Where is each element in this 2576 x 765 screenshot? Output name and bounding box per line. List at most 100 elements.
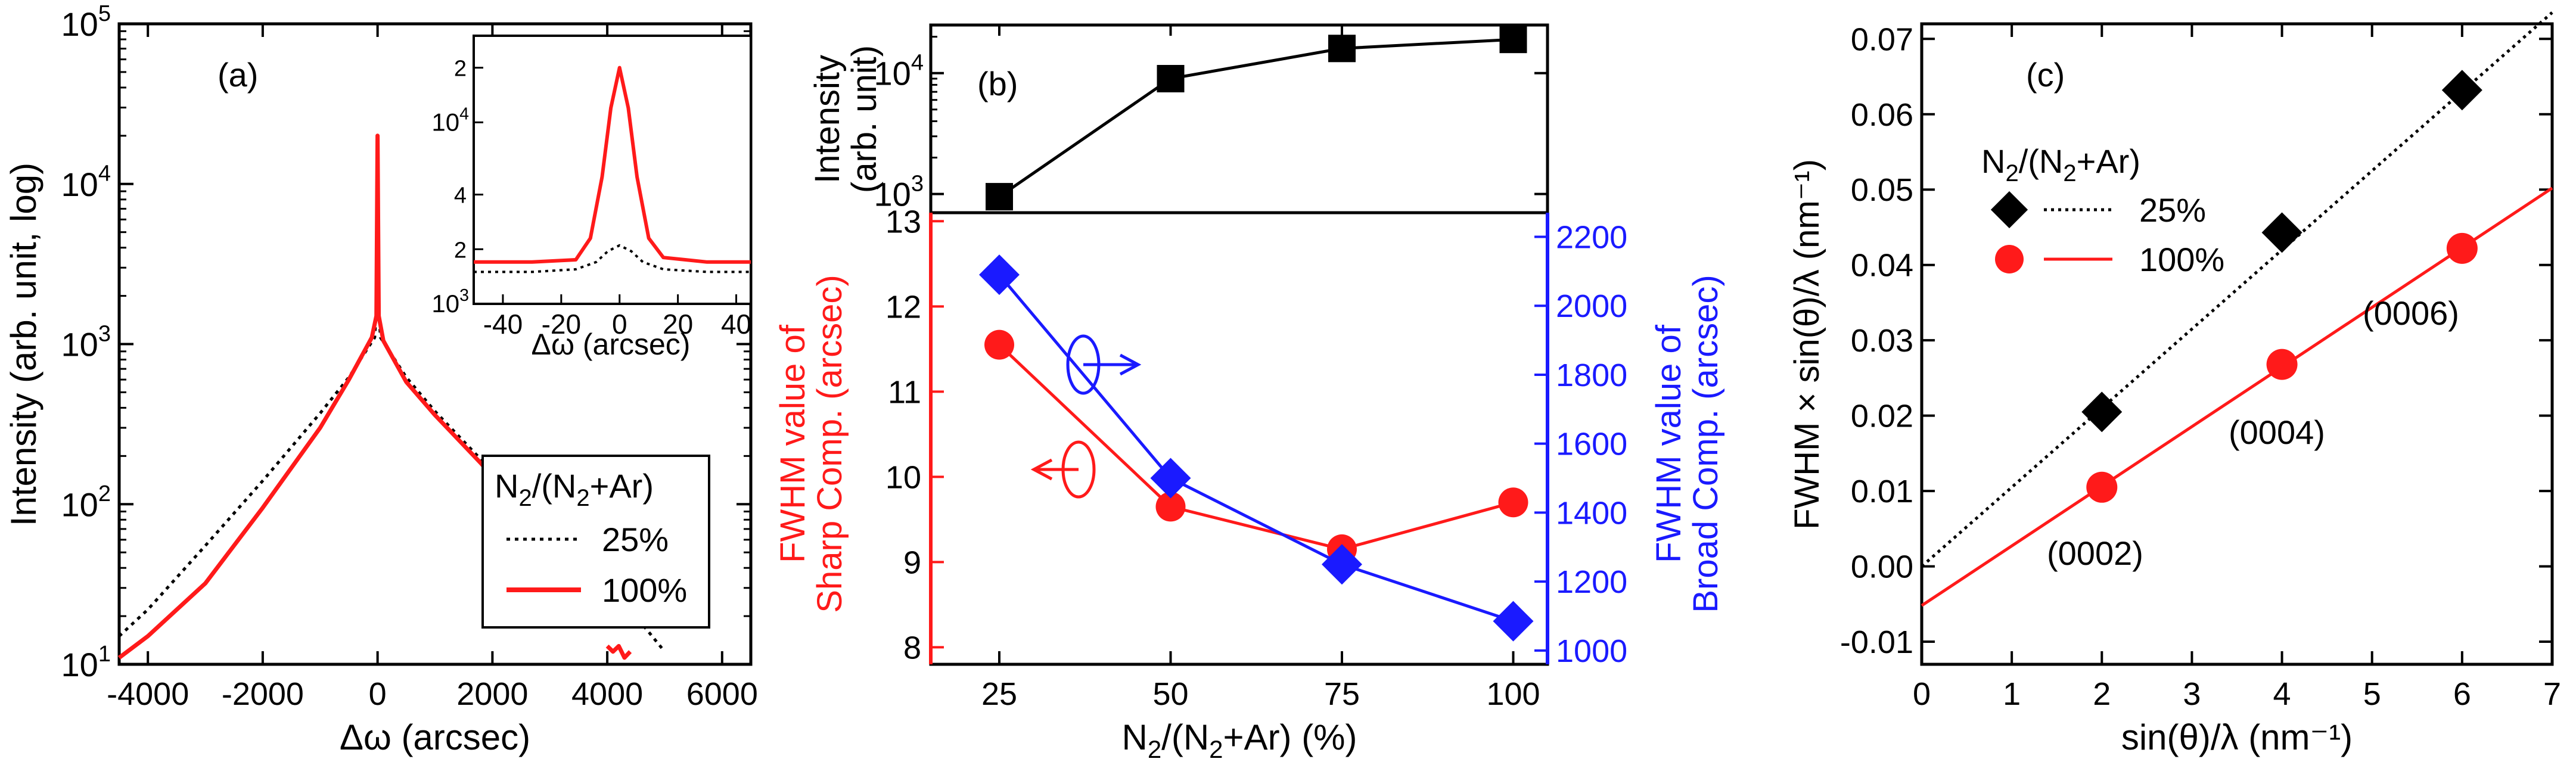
c-fit-100% bbox=[1921, 186, 2553, 607]
bb-ytick-right-label: 1200 bbox=[1556, 564, 1627, 600]
panel-b-top-frame bbox=[929, 23, 1549, 214]
panel-c-xlabel: sin(θ)/λ (nm⁻¹) bbox=[2121, 717, 2353, 757]
inset-ytick-label: 104 bbox=[431, 104, 469, 136]
bb-ytick-left-label: 11 bbox=[888, 374, 921, 410]
legend-c-25-label: 25% bbox=[2139, 191, 2206, 229]
c-circle-marker bbox=[2266, 349, 2298, 380]
c-xtick-label: 0 bbox=[1913, 676, 1931, 712]
legend-c-25-marker bbox=[1990, 191, 2028, 229]
red-indicator-arrow bbox=[1030, 458, 1079, 481]
bb-ytick-right-label: 1000 bbox=[1556, 633, 1627, 669]
panel-a-label: (a) bbox=[217, 56, 258, 94]
bb-line-left bbox=[998, 343, 1514, 551]
a-xtick-label: 2000 bbox=[456, 676, 528, 712]
panel-c-label: (c) bbox=[2026, 56, 2065, 94]
bb-circle-marker bbox=[984, 329, 1014, 360]
panel-b-bottom-ticks: 25 50 75 100 8 9 10 11 12 13 1000 1200 1400 1600 1800 2… bbox=[885, 204, 1627, 712]
inset-xtick-label: -20 bbox=[542, 309, 581, 340]
a-ytick-label: 105 bbox=[61, 1, 111, 43]
c-xtick-label: 4 bbox=[2273, 676, 2291, 712]
bb-diamond-marker bbox=[1493, 601, 1534, 642]
inset-ytick-label: 2 bbox=[454, 57, 467, 82]
bt-ytick-label: 104 bbox=[874, 51, 924, 92]
a-series-100% bbox=[117, 133, 494, 660]
inset-series-25% bbox=[474, 244, 751, 273]
inset-xlabel: Δω (arcsec) bbox=[532, 328, 691, 361]
bb-circle-marker bbox=[1498, 487, 1528, 518]
panel-b-top-ylabel-1: Intensity bbox=[808, 55, 847, 184]
inset-xtick-label: -40 bbox=[483, 309, 523, 340]
panel-c-ticks: 0 1 2 3 4 5 6 7 -0.01 0.00 0.01 0.02 0.03 0.04 0.05 0.0… bbox=[1840, 21, 2561, 712]
blue-axis-indicator bbox=[1066, 334, 1142, 395]
c-ytick-label: 0.03 bbox=[1851, 323, 1913, 359]
panel-c-frame bbox=[1920, 22, 2554, 666]
bt-ytick-label: 103 bbox=[874, 171, 924, 213]
bb-ytick-right-label: 2000 bbox=[1556, 288, 1627, 324]
inset-ytick-label: 2 bbox=[454, 238, 467, 263]
legend-a-title: N2/(N2+Ar) bbox=[495, 467, 654, 511]
panel-b-ylabel-right-2: Broad Comp. (arcsec) bbox=[1686, 275, 1725, 612]
c-diamond-marker bbox=[2441, 70, 2482, 111]
panel-a-ylabel: Intensity (arb. unit, log) bbox=[4, 163, 43, 526]
panel-c-chart: 0 1 2 3 4 5 6 7 -0.01 0.00 0.01 0.02 0.03 0.04 0.05 0.0… bbox=[1788, 11, 2561, 757]
bb-xtick-label: 100 bbox=[1486, 676, 1540, 712]
bb-line-right bbox=[998, 273, 1514, 623]
annotation-0004: (0004) bbox=[2229, 413, 2325, 451]
annotation-0006: (0006) bbox=[2363, 294, 2459, 332]
bb-ytick-right-label: 1800 bbox=[1556, 357, 1627, 393]
bt-square-marker bbox=[986, 183, 1013, 211]
panel-b-ylabel-left-1: FWHM value of bbox=[773, 324, 812, 563]
bt-square-marker bbox=[1499, 26, 1527, 54]
bt-square-marker bbox=[1328, 35, 1356, 63]
bb-ytick-right-label: 2200 bbox=[1556, 220, 1627, 256]
bb-xtick-label: 50 bbox=[1152, 676, 1188, 712]
a-xtick-label: -4000 bbox=[107, 676, 189, 712]
bb-ytick-left-label: 12 bbox=[885, 289, 921, 325]
c-ytick-label: 0.06 bbox=[1851, 97, 1913, 133]
legend-c-100-label: 100% bbox=[2139, 241, 2224, 278]
panel-a-ticks: -4000 -2000 0 2000 4000 6000 101 102 103 104 105 bbox=[61, 1, 758, 712]
panel-a-xlabel: Δω (arcsec) bbox=[340, 717, 530, 757]
c-xtick-label: 1 bbox=[2003, 676, 2021, 712]
c-ytick-label: 0.04 bbox=[1851, 248, 1913, 284]
legend-a-25-label: 25% bbox=[602, 521, 669, 558]
bt-line bbox=[998, 38, 1514, 198]
inset-series bbox=[474, 66, 751, 273]
legend-a-box bbox=[481, 455, 710, 629]
bb-circle-marker bbox=[1155, 492, 1186, 522]
panel-b-ylabel-left-2: Sharp Comp. (arcsec) bbox=[810, 275, 849, 612]
panel-b-top-chart: 103 104 (b) Intensity (arb. unit) bbox=[808, 23, 1549, 214]
panel-c-ylabel: FWHM × sin(θ)/λ (nm⁻¹) bbox=[1788, 159, 1826, 530]
bb-xtick-label: 25 bbox=[981, 676, 1017, 712]
panel-b-bottom-series bbox=[979, 254, 1534, 642]
bb-diamond-marker bbox=[1322, 544, 1362, 585]
panel-a-chart: -4000 -2000 0 2000 4000 6000 101 102 103 104 105 (… bbox=[4, 1, 758, 757]
bb-ytick-left-label: 8 bbox=[903, 630, 921, 666]
c-xtick-label: 2 bbox=[2093, 676, 2111, 712]
a-ytick-label: 104 bbox=[61, 161, 111, 203]
blue-indicator-arrow bbox=[1083, 353, 1142, 376]
panel-b-xlabel: N2/(N2+Ar) (%) bbox=[1121, 717, 1357, 763]
bb-ytick-right-label: 1600 bbox=[1556, 427, 1627, 462]
panel-c-series bbox=[1921, 11, 2553, 607]
c-xtick-label: 3 bbox=[2183, 676, 2201, 712]
c-ytick-label: 0.02 bbox=[1851, 399, 1913, 434]
bt-square-marker bbox=[1157, 65, 1185, 93]
panel-b-ylabel-right-1: FWHM value of bbox=[1649, 324, 1688, 563]
red-axis-indicator bbox=[1030, 440, 1096, 499]
c-circle-marker bbox=[2446, 232, 2478, 264]
c-ytick-label: 0.01 bbox=[1851, 474, 1913, 509]
a-xtick-label: 0 bbox=[369, 676, 387, 712]
c-xtick-label: 5 bbox=[2363, 676, 2381, 712]
a-xtick-label: 4000 bbox=[571, 676, 643, 712]
panel-b-top-ticks: 103 104 bbox=[874, 25, 1548, 213]
inset-ytick-label: 4 bbox=[454, 184, 467, 209]
c-ytick-label: -0.01 bbox=[1840, 624, 1913, 660]
inset-xtick-label: 20 bbox=[663, 309, 693, 340]
a-ytick-label: 102 bbox=[61, 481, 111, 523]
bb-ytick-right-label: 1400 bbox=[1556, 495, 1627, 531]
annotation-0002: (0002) bbox=[2047, 534, 2143, 572]
a-xtick-label: -2000 bbox=[222, 676, 304, 712]
panel-b-bottom-chart: 25 50 75 100 8 9 10 11 12 13 1000 1200 1400 1600 1800 2… bbox=[773, 204, 1725, 763]
